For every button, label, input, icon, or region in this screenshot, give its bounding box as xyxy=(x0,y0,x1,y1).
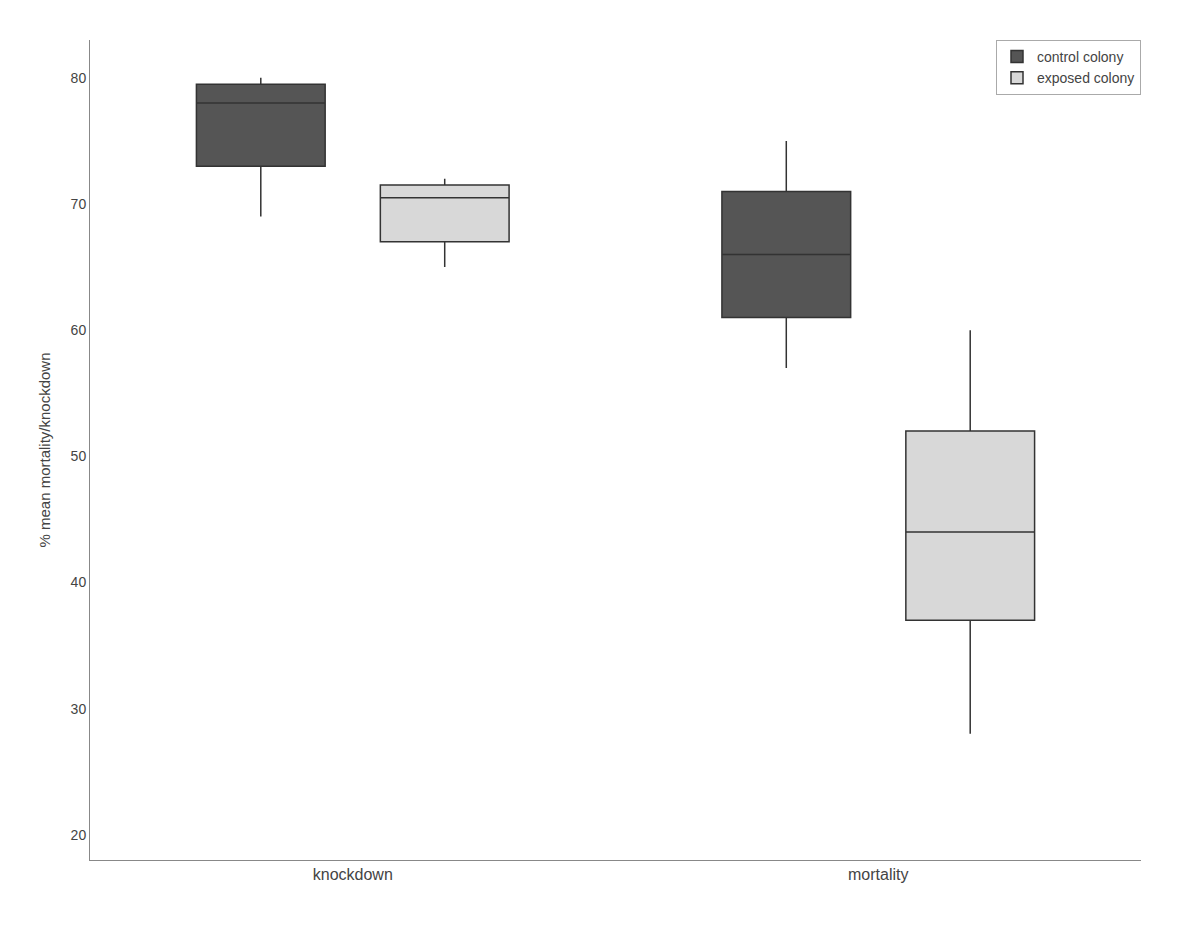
svg-text:30: 30 xyxy=(71,701,87,717)
svg-text:70: 70 xyxy=(71,196,87,212)
svg-text:80: 80 xyxy=(71,70,87,86)
svg-text:40: 40 xyxy=(71,574,87,590)
svg-text:50: 50 xyxy=(71,448,87,464)
svg-text:knockdown: knockdown xyxy=(313,866,393,883)
svg-text:control colony: control colony xyxy=(1037,49,1123,65)
svg-text:exposed colony: exposed colony xyxy=(1037,70,1134,86)
svg-text:20: 20 xyxy=(71,827,87,843)
svg-text:60: 60 xyxy=(71,322,87,338)
svg-text:% mean mortality/knockdown: % mean mortality/knockdown xyxy=(36,352,53,547)
svg-text:mortality: mortality xyxy=(848,866,908,883)
